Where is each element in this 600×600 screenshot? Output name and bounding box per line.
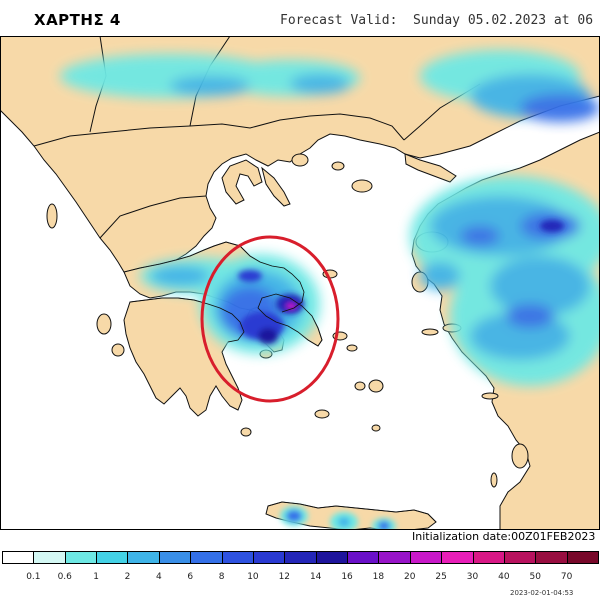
colorbar-swatch bbox=[127, 551, 160, 564]
coastlines bbox=[123, 241, 437, 523]
paros-island bbox=[354, 381, 366, 391]
colorbar-swatch bbox=[2, 551, 35, 564]
rhodes-island bbox=[511, 443, 529, 469]
colorbar-swatch bbox=[221, 551, 254, 564]
colorbar-tick-label: 20 bbox=[404, 572, 416, 582]
generation-timestamp: 2023-02-01-04:53 bbox=[510, 589, 574, 597]
forecast-valid-label: Forecast Valid: Sunday 05.02.2023 at 06 … bbox=[280, 13, 600, 28]
colorbar-tick-label: 4 bbox=[155, 572, 162, 582]
map-header: ΧΑΡΤΗΣ 4 Forecast Valid: Sunday 05.02.20… bbox=[0, 0, 600, 36]
colorbar-swatch bbox=[378, 551, 411, 564]
colorbar-swatch bbox=[409, 551, 443, 564]
colorbar-swatch bbox=[472, 551, 505, 564]
colorbar-tick-label: 25 bbox=[435, 572, 447, 582]
colorbar-swatch bbox=[441, 551, 474, 564]
colorbar-swatch bbox=[566, 551, 599, 564]
colorbar-tick-label: 70 bbox=[560, 572, 573, 582]
colorbar-swatch bbox=[64, 551, 98, 564]
colorbar-swatch bbox=[252, 551, 286, 564]
samothrace-island bbox=[331, 161, 345, 171]
thasos-island bbox=[291, 153, 309, 167]
colorbar-tick-label: 14 bbox=[309, 572, 322, 582]
colorbar-tick-label: 16 bbox=[341, 572, 353, 582]
athos bbox=[261, 166, 291, 207]
kefalonia-island bbox=[96, 313, 112, 335]
zakynthos-island bbox=[111, 343, 125, 357]
country-borders bbox=[33, 36, 481, 239]
kythira-island bbox=[240, 427, 252, 437]
precipitation-colorbar bbox=[0, 551, 600, 567]
precipitation-map bbox=[0, 36, 600, 530]
milos-island bbox=[314, 409, 330, 419]
highlight-circle bbox=[200, 235, 340, 403]
kos-island bbox=[481, 392, 499, 400]
precipitation-field bbox=[60, 50, 600, 530]
colorbar-swatch bbox=[315, 551, 349, 564]
colorbar-tick-label: 8 bbox=[218, 572, 225, 582]
colorbar-swatch bbox=[535, 551, 568, 564]
colorbar-tick-label: 40 bbox=[498, 572, 510, 582]
colorbar-tick-label: 0.1 bbox=[26, 572, 41, 582]
naxos-island bbox=[368, 379, 384, 393]
colorbar-swatch bbox=[284, 551, 317, 564]
colorbar-tick-label: 1 bbox=[93, 572, 99, 582]
gallipoli bbox=[404, 153, 457, 183]
colorbar-tick-label: 18 bbox=[372, 572, 385, 582]
colorbar-tick-label: 2 bbox=[124, 572, 131, 582]
colorbar-swatch bbox=[347, 551, 380, 564]
colorbar-swatch bbox=[96, 551, 129, 564]
initialization-date: Initialization date:00Z01FEB2023 bbox=[412, 530, 596, 543]
map-canvas bbox=[0, 36, 600, 530]
colorbar-swatch bbox=[33, 551, 66, 564]
ikaria-island bbox=[421, 328, 439, 336]
colorbar-tick-label: 30 bbox=[466, 572, 479, 582]
map-title: ΧΑΡΤΗΣ 4 bbox=[34, 11, 121, 29]
limnos-island bbox=[351, 179, 373, 193]
colorbar-tick-label: 0.6 bbox=[57, 572, 72, 582]
santorini-island bbox=[371, 424, 381, 432]
colorbar-tick-label: 10 bbox=[247, 572, 259, 582]
colorbar-tick-label: 50 bbox=[529, 572, 541, 582]
colorbar-swatch bbox=[158, 551, 192, 564]
corfu-island bbox=[46, 203, 58, 229]
tinos-island bbox=[346, 344, 358, 352]
karpathos-island bbox=[490, 472, 498, 488]
colorbar-swatch bbox=[190, 551, 223, 564]
colorbar-tick-label: 6 bbox=[187, 572, 194, 582]
chalkidiki bbox=[221, 159, 263, 205]
colorbar-swatch bbox=[503, 551, 537, 564]
colorbar-tick-label: 12 bbox=[278, 572, 291, 582]
